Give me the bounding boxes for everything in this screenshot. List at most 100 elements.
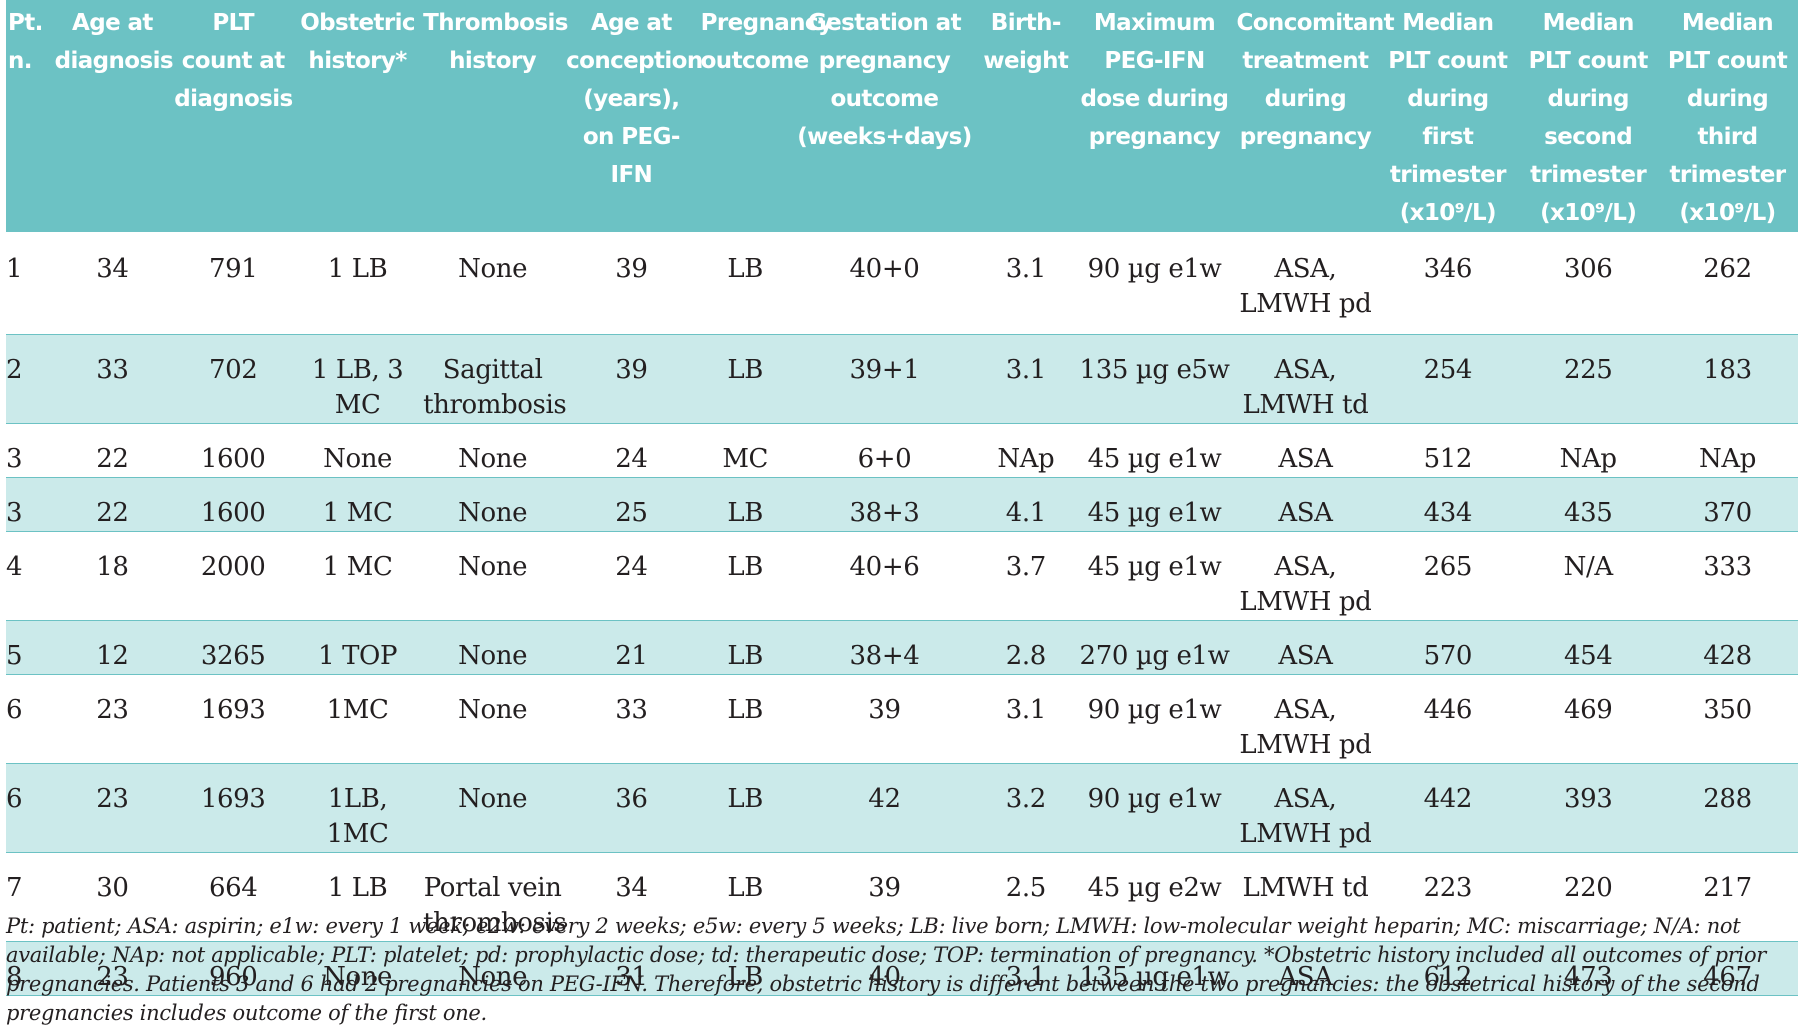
table-cell: 370 <box>1657 477 1798 531</box>
table-cell: None <box>294 941 422 995</box>
table-cell: 1MC <box>326 694 389 725</box>
table-cell: 1600 <box>172 477 295 531</box>
table-cell: LB <box>727 694 763 725</box>
table-cell: 265 <box>1423 551 1473 582</box>
table-cell: NAp <box>997 443 1055 474</box>
table-row: 7 30 664 1 LB Portal vein thrombosis 34 LB 39 2.… <box>6 852 1798 941</box>
table-cell: 34 <box>96 254 129 284</box>
table-cell: 467 <box>1657 941 1798 995</box>
header-plt-count-at-diagnosis: PLT count at diagnosis <box>172 0 295 232</box>
table-cell: 45 µg e1w <box>1087 551 1222 582</box>
table-cell: 31 <box>564 941 699 995</box>
table-cell: 12 <box>52 620 173 674</box>
table-row: 6 23 1693 1MC None 33 LB 39 3.1 90 µg e1w ASA, LMW… <box>6 674 1798 763</box>
table-cell: 2.5 <box>1005 872 1047 903</box>
table-cell: 90 µg e1w <box>1087 254 1222 284</box>
table-row: 1 34 791 1 LB None 39 LB 40+0 3.1 90 µg e1w ASA, L… <box>6 232 1798 334</box>
header-median-plt-second: Median PLT count during second trimester… <box>1519 0 1657 232</box>
table-cell: 223 <box>1423 872 1473 903</box>
table-cell: 6 <box>6 694 23 725</box>
table-cell: 262 <box>1703 254 1752 284</box>
table-cell: 24 <box>615 443 648 474</box>
table-cell: 45 µg e1w <box>1074 477 1235 531</box>
table-cell: 2 <box>6 334 53 423</box>
table-cell: 254 <box>1376 334 1520 423</box>
table-cell: 333 <box>1703 551 1752 582</box>
table-cell: 2.8 <box>977 620 1075 674</box>
table-cell: None <box>323 443 393 474</box>
table-cell: 135 µg e5w <box>1074 334 1235 423</box>
header-median-plt-third: Median PLT count during third trimester … <box>1657 0 1798 232</box>
table-cell: 346 <box>1423 254 1473 284</box>
table-cell: ASA <box>1234 620 1377 674</box>
table-cell: 90 µg e1w <box>1074 763 1235 852</box>
table-cell: 8 <box>6 941 53 995</box>
table-row: 3 22 1600 1 MC None 25 LB 38+3 4.1 45 µg e1w ASA 43… <box>6 477 1798 531</box>
table-cell: 3.1 <box>1005 694 1047 725</box>
table-cell: None <box>458 443 528 474</box>
table-cell: 36 <box>564 763 699 852</box>
table-cell: ASA <box>1234 941 1377 995</box>
table-cell: 1 <box>6 254 23 284</box>
table-cell: 428 <box>1657 620 1798 674</box>
table-cell: 225 <box>1519 334 1657 423</box>
table-cell: 135 µg e1w <box>1074 941 1235 995</box>
table-row: 4 18 2000 1 MC None 24 LB 40+6 3.7 45 µg e1w ASA, … <box>6 531 1798 620</box>
table-cell: 39 <box>868 694 901 725</box>
table-cell: 40+0 <box>849 254 920 284</box>
table-cell: LMWH td <box>1242 872 1369 903</box>
table-cell: 306 <box>1563 254 1613 284</box>
table-cell: 45 µg e2w <box>1087 872 1222 903</box>
table-cell: 183 <box>1657 334 1798 423</box>
table-cell: 702 <box>172 334 295 423</box>
table-cell: 4.1 <box>977 477 1075 531</box>
header-patient-number: Pt. n. <box>6 0 53 232</box>
table-cell: 6 <box>6 763 53 852</box>
header-birth-weight: Birth-weight <box>977 0 1075 232</box>
header-max-dose: Maximum PEG-IFN dose during pregnancy <box>1074 0 1235 232</box>
table-cell: 435 <box>1519 477 1657 531</box>
table-cell: 1 MC <box>294 477 422 531</box>
table-cell: 3 <box>6 443 23 474</box>
table-cell: 18 <box>96 551 129 582</box>
table-cell: 1693 <box>172 763 295 852</box>
table-cell: 612 <box>1376 941 1520 995</box>
table-cell: 1 TOP <box>294 620 422 674</box>
table-body: 1 34 791 1 LB None 39 LB 40+0 3.1 90 µg e1w ASA, L… <box>6 232 1798 995</box>
table-cell: Sagittal thrombosis <box>421 334 567 423</box>
table-cell: 33 <box>615 694 648 725</box>
table-cell: 217 <box>1703 872 1752 903</box>
table-cell: None <box>458 551 528 582</box>
table-cell: 21 <box>564 620 699 674</box>
table-cell: 22 <box>52 477 173 531</box>
table-cell: 1 MC <box>322 551 393 582</box>
table-cell: 393 <box>1519 763 1657 852</box>
table-cell: None <box>458 254 528 284</box>
table-cell: 25 <box>564 477 699 531</box>
table-cell: 434 <box>1376 477 1520 531</box>
table-cell: LB <box>727 254 763 284</box>
table-cell: 512 <box>1423 443 1473 474</box>
table-cell: NAp <box>1559 443 1617 474</box>
table-cell: 45 µg e1w <box>1087 443 1222 474</box>
table-cell: 42 <box>791 763 978 852</box>
table-cell: 350 <box>1703 694 1752 725</box>
header-concomitant-treatment: Concomitant treatment during pregnancy <box>1234 0 1395 232</box>
table-cell: ASA <box>1278 443 1333 474</box>
table-cell: Portal vein thrombosis <box>423 872 567 938</box>
table-cell: LB <box>698 334 792 423</box>
table-cell: MC <box>722 443 769 474</box>
table-cell: 38+3 <box>791 477 978 531</box>
table-cell: 1 LB <box>327 254 388 284</box>
table-cell: None <box>458 694 528 725</box>
table-cell: 23 <box>96 694 129 725</box>
table-cell: 446 <box>1423 694 1473 725</box>
table-cell: 220 <box>1563 872 1613 903</box>
table-row: 5 12 3265 1 TOP None 21 LB 38+4 2.8 270 µg e1w ASA… <box>6 620 1798 674</box>
table-cell: 469 <box>1563 694 1613 725</box>
table-cell: 39 <box>615 254 648 284</box>
table-cell: 4 <box>6 551 23 582</box>
table-cell: 6+0 <box>857 443 912 474</box>
table-cell: 3 <box>6 477 53 531</box>
table-cell: None <box>421 477 565 531</box>
